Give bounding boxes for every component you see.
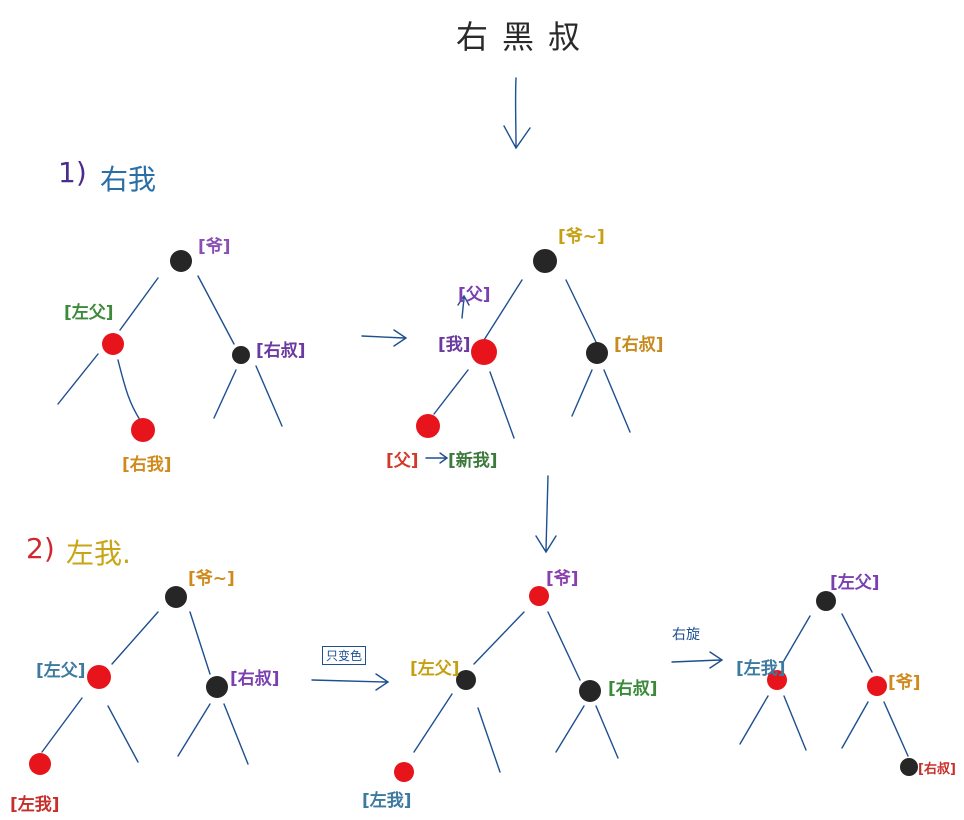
t5-edge-left-left	[739, 695, 769, 745]
case2-heading: 左我.	[66, 537, 131, 570]
t5-edge-top-right	[841, 613, 873, 673]
t5-edge-top-left	[781, 615, 811, 665]
t2-me-node	[471, 339, 497, 365]
t4-me-label: [左我]	[362, 791, 412, 811]
t1-edge-grand-uncle	[197, 275, 235, 345]
arrow-tree3-to-tree4	[311, 673, 390, 691]
t3-edge-uncle-right	[223, 703, 249, 765]
t5-edge-right-left	[841, 701, 869, 749]
t5-right-label: [爷]	[888, 673, 921, 693]
t2-grandparent-label: [爷~]	[558, 227, 605, 247]
page-title: 右黑叔	[456, 18, 595, 56]
t4-parent-node	[456, 670, 476, 690]
t3-edge-parent-right	[107, 705, 139, 763]
t4-edge-parent-right	[477, 707, 501, 773]
t1-parent-node	[102, 333, 124, 355]
t4-grandparent-label: [爷]	[546, 569, 579, 589]
arrow-tree2-to-tree4	[535, 475, 557, 554]
t3-edge-parent-left	[41, 697, 83, 753]
case1-number: 1)	[58, 156, 87, 189]
t5-uncle-label: [右叔]	[918, 762, 956, 777]
t2-parent-up-arrow	[457, 294, 470, 319]
t1-edge-uncle-right	[255, 365, 283, 427]
case2-number: 2)	[26, 532, 55, 565]
arrow-tree1-to-tree2	[361, 329, 408, 347]
t1-grandparent-label: [爷]	[198, 237, 231, 257]
t3-grandparent-node	[165, 586, 187, 608]
arrow-title-down	[503, 77, 531, 150]
t1-edge-parent-left	[57, 353, 99, 405]
t4-edge-grand-uncle	[547, 611, 581, 681]
t5-top-node	[816, 591, 836, 611]
t2-edge-me-right	[489, 371, 515, 439]
t1-parent-label: [左父]	[64, 303, 114, 323]
rotate-step-label: 右旋	[672, 627, 700, 643]
recolor-step-label: 只变色	[322, 646, 367, 665]
t1-edge-uncle-left	[213, 369, 237, 419]
t5-uncle-node	[900, 758, 918, 776]
t3-uncle-label: [右叔]	[230, 669, 280, 689]
t5-edge-left-right	[783, 695, 807, 751]
t4-parent-label: [左父]	[410, 659, 460, 679]
t2-edge-uncle-right	[603, 369, 631, 433]
t2-edge-grand-me	[483, 279, 523, 341]
t2-old-parent-label: [父]	[386, 451, 419, 471]
t2-parent-label: [父]	[458, 285, 491, 305]
t5-right-node	[867, 676, 887, 696]
case1-heading: 右我	[100, 163, 157, 196]
t3-parent-label: [左父]	[36, 661, 86, 681]
t4-grandparent-node	[529, 586, 549, 606]
t5-edge-right-right	[883, 701, 909, 757]
t1-grandparent-node	[170, 250, 192, 272]
t5-left-label: [左我]	[736, 659, 786, 679]
t1-me-node	[131, 418, 155, 442]
t2-new-me-label: [新我]	[448, 451, 498, 471]
t3-parent-node	[87, 665, 111, 689]
t2-edge-me-left	[433, 369, 469, 415]
arrow-tree4-to-tree5	[671, 651, 724, 669]
t3-grandparent-label: [爷~]	[188, 569, 235, 589]
t4-edge-uncle-right	[595, 705, 619, 759]
t1-edge-grand-parent	[119, 277, 159, 331]
t4-edge-uncle-left	[555, 705, 585, 753]
t2-me-label: [我]	[438, 335, 471, 355]
t2-uncle-node	[586, 342, 608, 364]
t4-edge-grand-parent	[473, 611, 525, 665]
t1-me-label: [右我]	[122, 455, 172, 475]
t3-me-label: [左我]	[10, 795, 60, 815]
t3-edge-grand-uncle	[189, 611, 211, 675]
t3-uncle-node	[206, 676, 228, 698]
t3-me-node	[29, 753, 51, 775]
t2-edge-grand-uncle	[565, 279, 597, 343]
t4-me-node	[394, 762, 414, 782]
t4-uncle-label: [右叔]	[608, 679, 658, 699]
t1-uncle-node	[232, 346, 250, 364]
t5-top-label: [左父]	[830, 573, 880, 593]
t4-edge-parent-left	[413, 693, 453, 753]
t1-uncle-label: [右叔]	[256, 341, 306, 361]
t5-left-node	[767, 670, 787, 690]
t2-edge-uncle-left	[571, 369, 593, 417]
t4-uncle-node	[579, 680, 601, 702]
t2-old-parent-node	[416, 414, 440, 438]
t2-uncle-label: [右叔]	[614, 335, 664, 355]
t3-edge-uncle-left	[177, 703, 211, 757]
t2-relabel-arrow	[425, 452, 449, 464]
t1-edge-parent-me	[117, 359, 141, 421]
t2-grandparent-node	[533, 249, 557, 273]
t3-edge-grand-parent	[111, 611, 159, 665]
